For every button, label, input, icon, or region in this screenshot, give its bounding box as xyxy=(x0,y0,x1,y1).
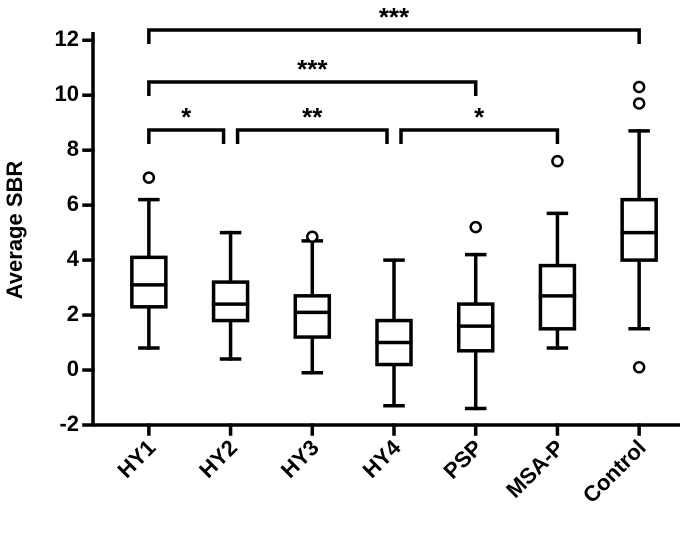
y-tick-label: 10 xyxy=(55,81,79,106)
significance-bracket xyxy=(147,128,226,144)
x-tick-label: Control xyxy=(578,435,651,508)
x-tick-label: HY2 xyxy=(194,435,242,483)
outlier xyxy=(551,154,564,168)
outlier xyxy=(142,171,156,184)
x-tick-label: HY1 xyxy=(112,435,160,483)
significance-label: ** xyxy=(302,102,323,132)
y-tick-label: 6 xyxy=(67,191,79,216)
outlier xyxy=(306,230,319,243)
significance-label: *** xyxy=(297,54,328,84)
significance-bracket xyxy=(147,80,478,96)
y-tick-label: 0 xyxy=(67,356,79,381)
box xyxy=(130,255,168,309)
x-tick-label: HY3 xyxy=(276,435,324,483)
outlier xyxy=(632,97,646,110)
significance-bracket xyxy=(399,128,560,144)
y-tick-label: 2 xyxy=(67,301,79,326)
x-tick-label: MSA-P xyxy=(501,435,569,503)
x-tick-label: HY4 xyxy=(358,434,406,482)
box xyxy=(211,280,250,323)
significance-label: * xyxy=(474,102,485,132)
box xyxy=(620,197,658,262)
y-tick-label: 12 xyxy=(55,26,79,51)
significance-label: * xyxy=(181,102,192,132)
outlier xyxy=(469,220,482,234)
outlier xyxy=(632,361,646,374)
y-tick-label: 4 xyxy=(67,246,80,271)
y-tick-label: 8 xyxy=(67,136,79,161)
significance-bracket xyxy=(147,28,641,44)
y-tick-label: -2 xyxy=(59,411,79,436)
y-axis-label: Average SBR xyxy=(2,161,27,300)
x-tick-label: PSP xyxy=(438,435,487,484)
significance-bracket xyxy=(235,128,389,144)
outlier xyxy=(632,80,646,94)
significance-label: *** xyxy=(379,2,410,32)
box xyxy=(293,294,332,339)
